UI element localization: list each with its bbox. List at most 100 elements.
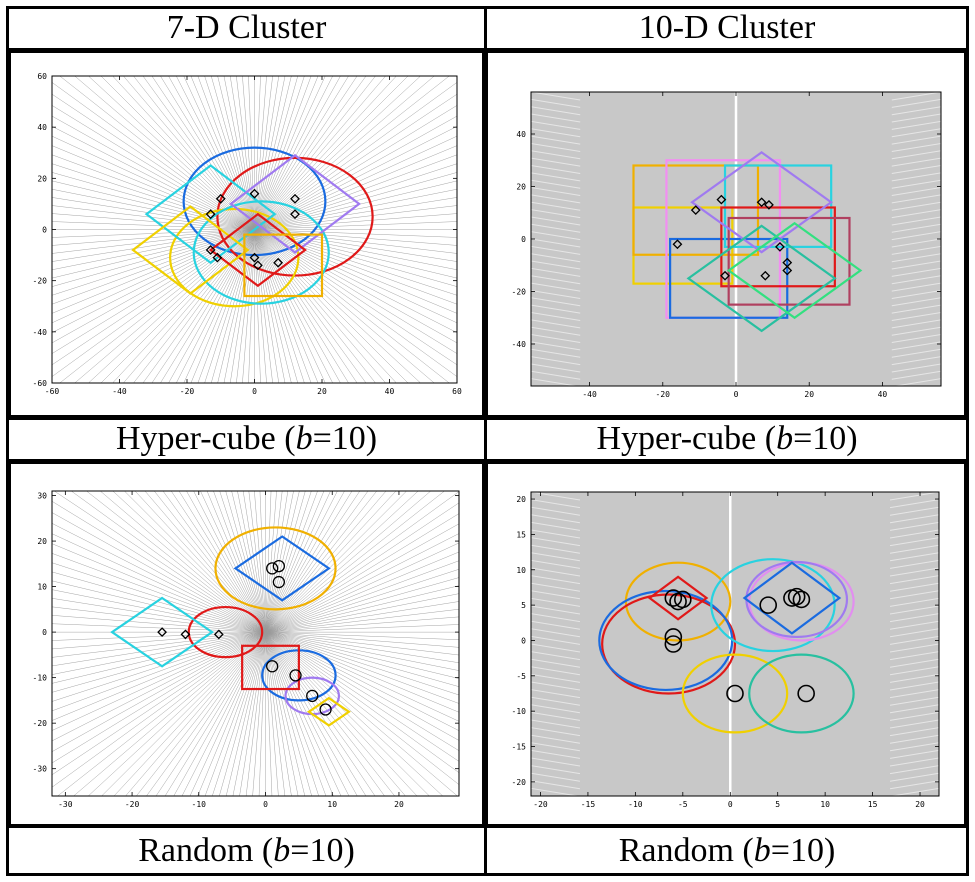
hatch-line — [889, 628, 939, 638]
hatch-line — [531, 635, 581, 645]
y-tick-label: 30 — [37, 492, 47, 501]
hatch-line — [891, 267, 941, 277]
radial-line — [52, 221, 255, 230]
hatch-line — [891, 201, 941, 211]
data-point — [289, 669, 302, 682]
radial-line — [254, 115, 457, 230]
hatch-line — [889, 635, 939, 645]
radial-line — [168, 229, 255, 383]
hatch-line — [889, 711, 939, 721]
cluster-circle — [182, 146, 327, 257]
data-point — [782, 265, 793, 276]
x-tick-label: -10 — [192, 800, 207, 809]
radial-line — [254, 126, 457, 230]
hatch-line — [889, 757, 939, 767]
plot-background — [52, 491, 459, 796]
radial-line — [248, 491, 266, 633]
hatch-line — [891, 334, 941, 344]
data-point — [205, 209, 216, 220]
cluster-circle — [192, 200, 330, 305]
radial-line — [254, 188, 457, 230]
radial-line — [88, 76, 255, 230]
plot-border-1 — [8, 50, 485, 418]
radial-line — [265, 502, 459, 633]
y-tick-label: -15 — [512, 743, 527, 752]
radial-line — [265, 491, 397, 633]
radial-line — [223, 229, 255, 383]
hatch-line — [891, 223, 941, 233]
radial-line — [136, 631, 266, 796]
radial-line — [52, 154, 255, 230]
radial-line — [265, 631, 459, 741]
radial-line — [254, 76, 286, 230]
hatch-line — [891, 194, 941, 204]
radial-line — [52, 631, 266, 684]
radial-line — [265, 585, 459, 633]
radial-line — [52, 631, 266, 742]
radial-line — [193, 491, 266, 633]
y-tick-label: 0 — [521, 235, 526, 244]
cluster-square — [243, 233, 324, 298]
radial-line — [265, 631, 459, 713]
radial-line — [265, 491, 378, 633]
hatch-line — [891, 363, 941, 373]
radial-line — [190, 229, 255, 383]
radial-line — [265, 631, 459, 671]
radial-line — [265, 491, 289, 633]
hatch-line — [889, 765, 939, 775]
radial-line — [265, 491, 318, 633]
radial-line — [74, 229, 255, 383]
data-point — [290, 209, 300, 220]
radial-line — [265, 632, 312, 796]
radial-line — [146, 631, 266, 796]
radial-line — [265, 491, 419, 633]
shapes-layer — [598, 558, 855, 734]
x-tick-label: 40 — [878, 390, 888, 399]
hatch-line — [891, 128, 941, 138]
hatch-line — [889, 613, 939, 623]
hatch-line — [891, 179, 941, 189]
radial-line — [265, 631, 444, 796]
radial-line — [133, 76, 255, 230]
hatch-line — [889, 552, 939, 562]
hatch-line — [891, 282, 941, 292]
caption-var: b — [753, 831, 771, 869]
radial-line — [254, 229, 457, 262]
hatch-line — [891, 209, 941, 219]
data-point — [787, 587, 806, 606]
radial-line — [87, 631, 266, 796]
hatch-line — [531, 326, 581, 336]
y-tick-label: 20 — [37, 174, 47, 183]
radial-line — [265, 533, 459, 633]
radial-line — [144, 491, 266, 633]
radial-line — [265, 631, 418, 796]
radial-line — [254, 229, 457, 238]
data-point — [249, 252, 260, 263]
hatch-line — [891, 150, 941, 160]
hatch-line — [891, 113, 941, 123]
hatch-line — [889, 499, 939, 509]
radial-line — [265, 632, 334, 796]
hatch-line — [531, 253, 581, 263]
data-point — [674, 590, 692, 609]
radial-line — [52, 631, 266, 721]
radial-line — [52, 533, 266, 633]
radial-line — [52, 631, 266, 731]
radial-line — [265, 601, 459, 633]
hatch-line — [531, 113, 581, 123]
radial-line — [265, 491, 387, 633]
hatch-line — [891, 370, 941, 380]
hatch-line — [531, 297, 581, 307]
radial-line — [52, 571, 266, 633]
radial-line — [52, 229, 255, 354]
radial-line — [252, 632, 266, 796]
radial-line — [265, 631, 459, 640]
caption-text: Hyper-cube ( — [596, 420, 777, 457]
cluster-circle — [214, 526, 337, 611]
cluster-circle — [187, 605, 264, 659]
hatch-line — [889, 575, 939, 585]
radial-line — [254, 221, 457, 230]
radial-line — [254, 229, 376, 383]
y-tick-label: -20 — [33, 277, 48, 286]
